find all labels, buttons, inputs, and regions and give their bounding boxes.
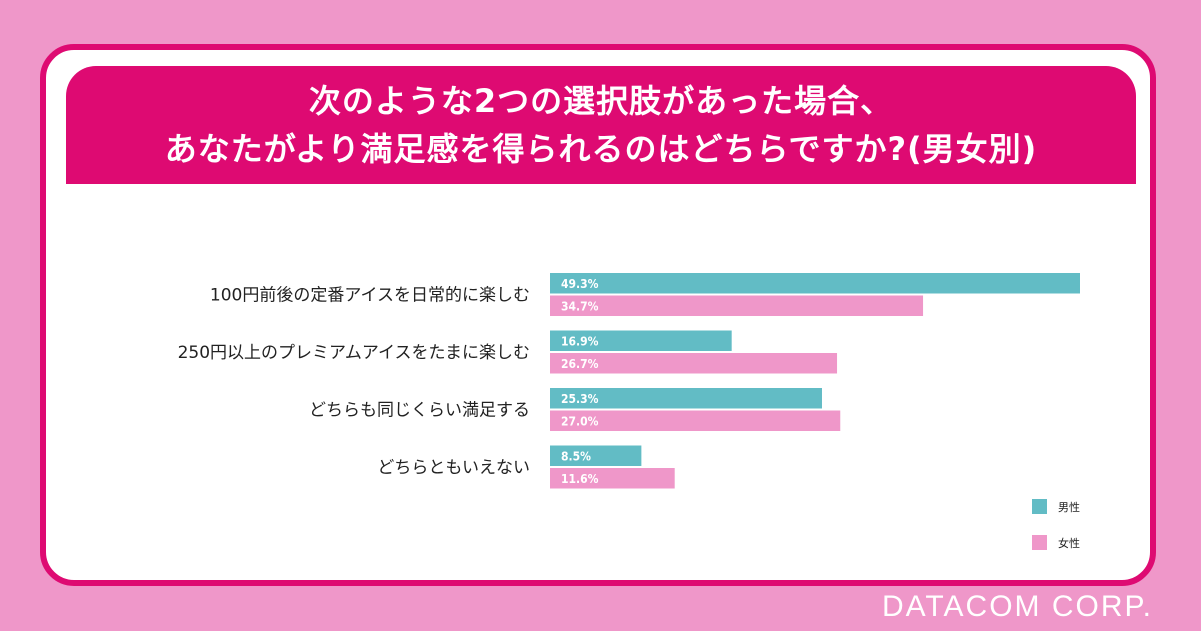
category-label: 250円以上のプレミアムアイスをたまに楽しむ — [178, 343, 530, 363]
category-label: どちらともいえない — [377, 458, 530, 478]
data-label: 25.3% — [561, 392, 599, 406]
legend-label: 男性 — [1058, 500, 1080, 514]
chart-title-line-2: あなたがより満足感を得られるのはどちらですか?(男女別) — [164, 130, 1038, 168]
title-band: 次のような2つの選択肢があった場合、 あなたがより満足感を得られるのはどちらです… — [66, 66, 1136, 184]
category-label: どちらも同じくらい満足する — [309, 401, 530, 421]
data-label: 27.0% — [561, 414, 599, 428]
bar-male — [550, 273, 1080, 294]
chart-card: 次のような2つの選択肢があった場合、 あなたがより満足感を得られるのはどちらです… — [40, 44, 1156, 586]
bar-female — [550, 410, 841, 431]
legend-swatch — [1032, 535, 1047, 550]
brand-logo: DATACOM CORP. — [881, 590, 1153, 623]
bar-male — [550, 445, 642, 466]
bar-male — [550, 388, 822, 409]
bar-female — [550, 468, 675, 489]
data-label: 26.7% — [561, 357, 599, 371]
chart-title-line-1: 次のような2つの選択肢があった場合、 — [308, 82, 894, 120]
data-label: 16.9% — [561, 334, 599, 348]
data-label: 34.7% — [561, 299, 599, 313]
bar-male — [550, 330, 732, 351]
bar-female — [550, 353, 838, 374]
legend-swatch — [1032, 499, 1047, 514]
bar-female — [550, 295, 924, 316]
data-label: 8.5% — [561, 449, 591, 463]
data-label: 11.6% — [561, 472, 599, 486]
data-label: 49.3% — [561, 277, 599, 291]
category-label: 100円前後の定番アイスを日常的に楽しむ — [210, 286, 530, 306]
legend-label: 女性 — [1058, 536, 1080, 550]
